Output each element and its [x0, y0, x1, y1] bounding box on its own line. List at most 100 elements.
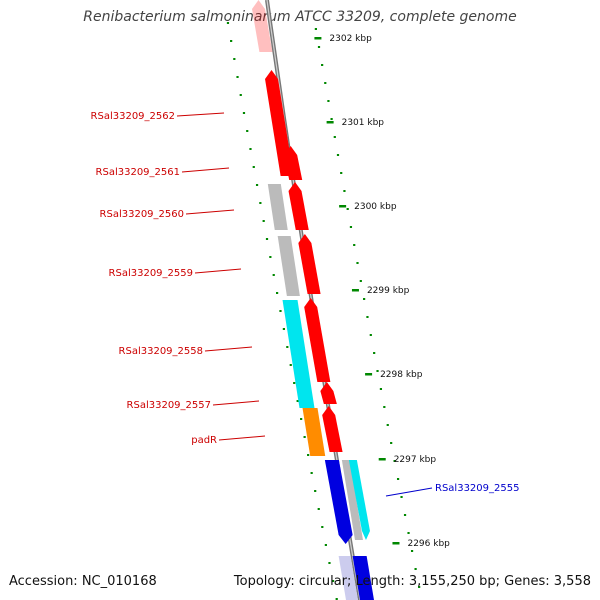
ruler-dot: [353, 244, 356, 246]
ruler-dot: [383, 406, 386, 408]
scale-tick: [378, 458, 386, 461]
ruler-dot: [317, 46, 321, 48]
gene-label[interactable]: RSal33209_2555: [435, 483, 519, 494]
gene-label-leader: [212, 400, 260, 406]
ruler-dot: [259, 202, 262, 204]
ruler-dot: [300, 418, 303, 420]
ruler-dot: [340, 172, 343, 174]
ruler-dot: [233, 58, 236, 60]
scale-tick: [392, 542, 400, 545]
gene-label[interactable]: RSal33209_2562: [91, 111, 175, 122]
ruler-dot: [336, 154, 340, 156]
scale-tick-label: 2297 kbp: [394, 455, 437, 465]
ruler-dot: [293, 382, 296, 384]
gene-RSal33209_2562: [265, 70, 294, 176]
scale-tick: [326, 121, 334, 124]
accession-text: Accession: NC_010168: [9, 574, 157, 589]
genome-stats-text: Topology: circular; Length: 3,155,250 bp…: [233, 574, 591, 589]
scale-tick-label: 2302 kbp: [329, 34, 372, 44]
ruler-dot: [343, 190, 346, 192]
ruler-dots: [226, 22, 421, 600]
ruler-dot: [296, 400, 299, 402]
scale-tick: [339, 205, 347, 208]
gene-RSal33209_2559: [298, 234, 321, 294]
scale-tick-label: 2296 kbp: [407, 539, 450, 549]
gene-reverse-2554: [324, 460, 353, 544]
ruler-dot: [376, 370, 379, 372]
gene-label-leader: [176, 112, 225, 117]
scale-tick-label: 2301 kbp: [342, 118, 385, 128]
gene-2563-partial: [252, 0, 273, 52]
gene-label-leader: [185, 209, 235, 215]
ruler-dot: [414, 568, 417, 570]
ruler-dot: [239, 94, 242, 96]
gene-track: [252, 0, 374, 600]
gene-label[interactable]: RSal33209_2558: [119, 346, 203, 357]
ruler-dot: [275, 292, 279, 294]
ruler-dot: [349, 226, 353, 228]
gene-label[interactable]: padR: [191, 435, 217, 446]
scale-tick-label: 2300 kbp: [354, 202, 397, 212]
ruler-dot: [333, 136, 336, 138]
ruler-dot: [282, 328, 285, 330]
ruler-dot: [330, 118, 333, 120]
ruler-dot: [410, 550, 414, 552]
gene-padR: [302, 408, 326, 456]
ruler-dot: [303, 436, 306, 438]
scale-ticks: 2302 kbp 2301 kbp 2300 kbp 2299 kbp 2298 kbp…: [314, 34, 450, 549]
ruler-dot: [286, 346, 289, 348]
ruler-dot: [407, 532, 410, 534]
ruler-dot: [249, 148, 252, 150]
ruler-dot: [356, 262, 359, 264]
gene-padR-red: [322, 406, 343, 452]
ruler-dot: [386, 424, 389, 426]
gene-labels: RSal33209_2562 RSal33209_2561 RSal33209_25…: [91, 111, 519, 497]
ruler-dot: [314, 28, 317, 30]
ruler-dot: [246, 130, 249, 132]
ruler-dot: [369, 334, 372, 336]
ruler-dot: [379, 388, 383, 390]
gene-label[interactable]: RSal33209_2557: [127, 400, 211, 411]
ruler-dot: [314, 490, 317, 492]
ruler-dot: [279, 310, 282, 312]
gene-label[interactable]: RSal33209_2560: [100, 209, 184, 220]
ruler-dot: [418, 586, 421, 588]
gene-label[interactable]: RSal33209_2559: [109, 268, 193, 279]
ruler-dot: [403, 514, 407, 516]
ruler-dot: [236, 76, 239, 78]
gene-label[interactable]: RSal33209_2561: [96, 167, 180, 178]
ruler-dot: [335, 598, 338, 600]
scale-tick-label: 2299 kbp: [367, 286, 410, 296]
ruler-dot: [310, 472, 313, 474]
ruler-dot: [373, 352, 376, 354]
gene-pseudo-1: [267, 184, 288, 230]
scale-tick: [365, 373, 373, 376]
ruler-dot: [230, 40, 233, 42]
ruler-dot: [321, 526, 324, 528]
ruler-dot: [252, 166, 255, 168]
ruler-dot: [289, 364, 292, 366]
scale-tick: [351, 289, 359, 292]
ruler-dot: [269, 256, 272, 258]
ruler-dot: [328, 562, 331, 564]
ruler-dot: [400, 496, 403, 498]
gene-reverse-next: [352, 556, 374, 600]
ruler-dot: [393, 460, 396, 462]
ruler-dot: [255, 184, 259, 186]
gene-label-leader: [194, 268, 242, 274]
map-title: Renibacterium salmoninarum ATCC 33209, c…: [83, 9, 517, 25]
ruler-dot: [324, 544, 327, 546]
ruler-dot: [317, 508, 320, 510]
ruler-dot: [324, 82, 327, 84]
gene-label-leader: [385, 487, 433, 497]
gene-label-leader: [204, 346, 253, 352]
ruler-dot: [242, 112, 246, 114]
ruler-dot: [396, 478, 400, 480]
ruler-dot: [265, 238, 269, 240]
ruler-dot: [359, 280, 362, 282]
scale-tick-label: 2298 kbp: [380, 370, 423, 380]
gene-reverse-grey: [341, 460, 363, 540]
gene-RSal33209_2557b: [320, 382, 337, 404]
